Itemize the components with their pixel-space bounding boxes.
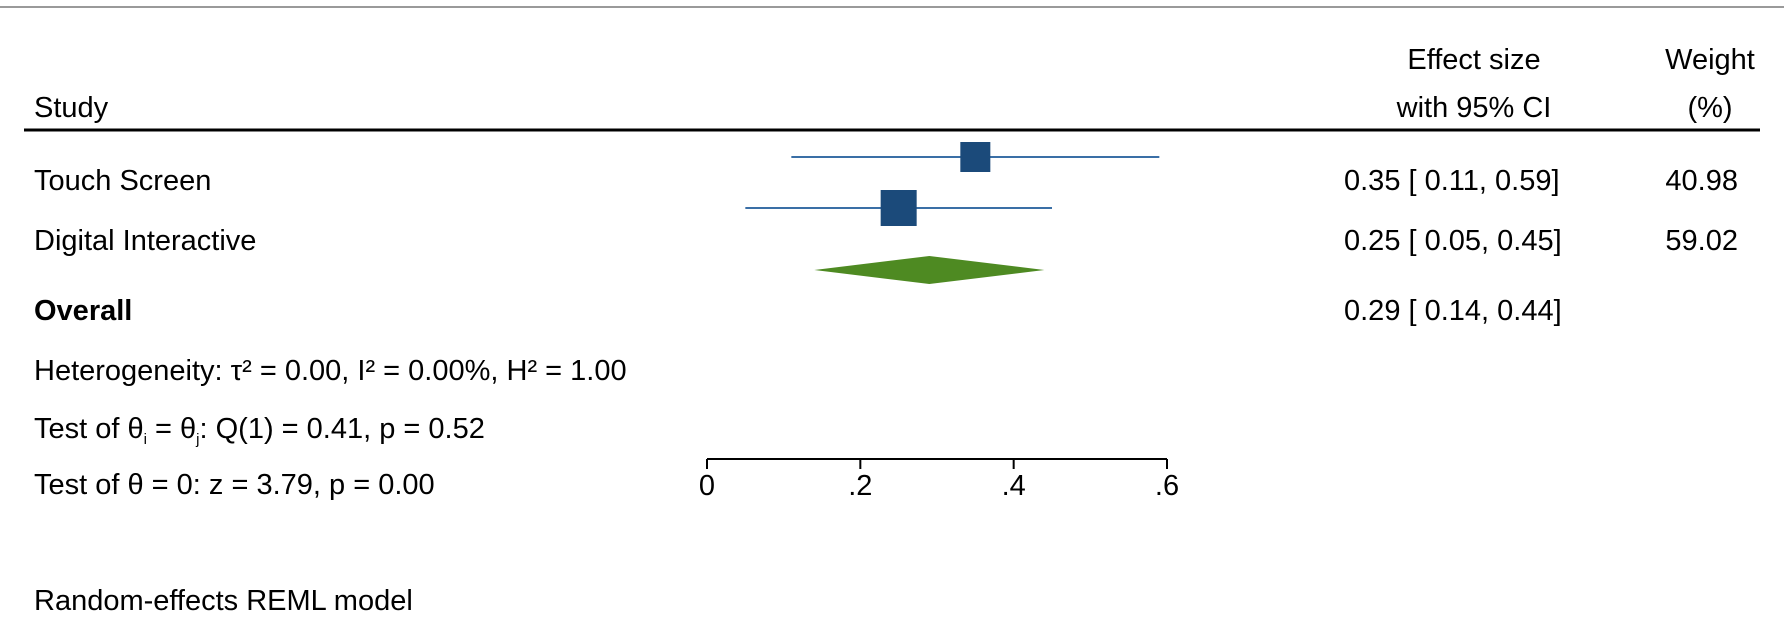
overall-effect-text: 0.29 [ 0.14, 0.44] <box>1344 295 1562 327</box>
effect-text: 0.35 [ 0.11, 0.59] <box>1344 165 1560 197</box>
footnote: Random-effects REML model <box>34 585 413 617</box>
overall-diamond <box>814 256 1045 284</box>
plot-marks <box>745 142 1160 284</box>
column-header-study: Study <box>34 92 109 124</box>
study-label: Touch Screen <box>34 165 211 197</box>
weight-text: 40.98 <box>1665 165 1738 197</box>
heterogeneity-text: Heterogeneity: τ² = 0.00, I² = 0.00%, H²… <box>34 355 627 387</box>
column-header-weight-line1: Weight <box>1665 44 1755 76</box>
column-header-effect-line1: Effect size <box>1407 44 1540 76</box>
effect-marker <box>960 142 991 172</box>
weight-text: 59.02 <box>1665 225 1738 257</box>
x-tick-label: 0 <box>699 470 715 502</box>
overall-label: Overall <box>34 295 132 327</box>
x-tick-label: .4 <box>1002 470 1026 502</box>
study-label: Digital Interactive <box>34 225 256 257</box>
x-axis: 0 .2 .4 .6 <box>699 458 1179 502</box>
column-header-weight-line2: (%) <box>1687 92 1732 124</box>
column-header-effect-line2: with 95% CI <box>1396 92 1552 124</box>
effect-text: 0.25 [ 0.05, 0.45] <box>1344 225 1562 257</box>
test-z-text: Test of θ = 0: z = 3.79, p = 0.00 <box>34 469 435 501</box>
x-tick-label: .6 <box>1155 470 1179 502</box>
effect-marker <box>880 190 917 226</box>
x-tick-label: .2 <box>848 470 872 502</box>
test-q-text: Test of θi = θj: Q(1) = 0.41, p = 0.52 <box>34 413 485 448</box>
